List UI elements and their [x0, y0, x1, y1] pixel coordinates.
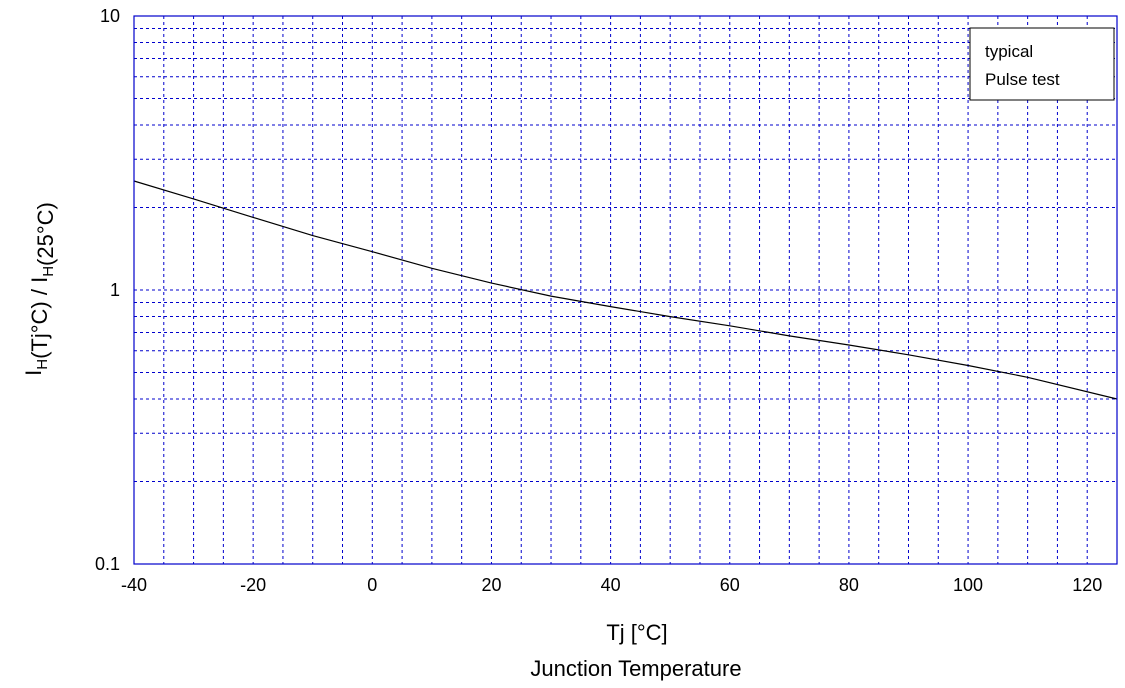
x-tick-label: 0: [367, 575, 377, 595]
x-axis-sublabel: Junction Temperature: [530, 656, 741, 681]
x-tick-label: 20: [481, 575, 501, 595]
plot-border: [133, 15, 1118, 565]
legend: typical Pulse test: [969, 27, 1115, 101]
y-tick-label: 0.1: [95, 554, 120, 574]
plot-frame: [133, 15, 1118, 565]
x-tick-label: 40: [601, 575, 621, 595]
x-tick-label: 100: [953, 575, 983, 595]
legend-line-1: typical: [985, 42, 1033, 61]
x-tick-label: 80: [839, 575, 859, 595]
y-axis-label-part: (25°C): [33, 202, 58, 266]
x-tick-label: 60: [720, 575, 740, 595]
x-tick-label: 120: [1072, 575, 1102, 595]
series-line: [133, 180, 1118, 400]
y-tick-label: 10: [100, 6, 120, 26]
y-axis-label-subscript: H: [40, 266, 57, 277]
y-axis-label: IH(Tj°C) / IH(25°C): [21, 202, 58, 376]
tick-labels: -40 -20 0 20 40 60 80 100 120 0.1 1 10: [95, 6, 1102, 595]
legend-line-2: Pulse test: [985, 70, 1060, 89]
x-tick-label: -40: [121, 575, 147, 595]
x-tick-label: -20: [240, 575, 266, 595]
y-axis-label-part: I: [21, 370, 46, 376]
y-axis-label-part: (Tj°C) / I: [27, 277, 52, 359]
grid: [133, 15, 1117, 565]
legend-box: [969, 27, 1115, 101]
y-axis-label-subscript: H: [34, 359, 51, 370]
series-line-group: [133, 180, 1118, 400]
x-axis-label: Tj [°C]: [606, 620, 667, 645]
y-tick-label: 1: [110, 280, 120, 300]
